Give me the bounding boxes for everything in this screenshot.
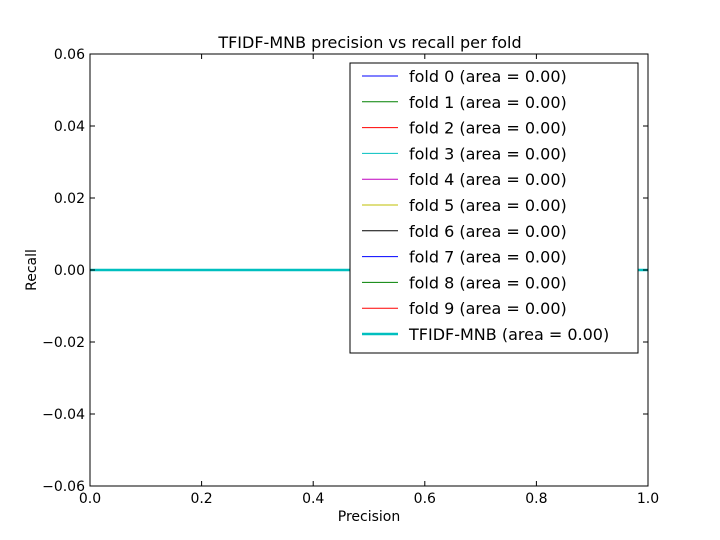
legend-label: fold 2 (area = 0.00) bbox=[409, 119, 567, 138]
legend-label: fold 1 (area = 0.00) bbox=[409, 93, 567, 112]
x-tick-label: 0.2 bbox=[190, 491, 212, 507]
x-tick-label: 0.8 bbox=[525, 491, 547, 507]
y-tick-label: 0.02 bbox=[54, 191, 85, 207]
y-tick-label: −0.04 bbox=[42, 407, 85, 423]
legend-label: fold 7 (area = 0.00) bbox=[409, 248, 567, 267]
legend: fold 0 (area = 0.00) fold 1 (area = 0.00)… bbox=[349, 62, 639, 354]
x-axis-label: Precision bbox=[338, 509, 400, 525]
y-tick-label: −0.02 bbox=[42, 335, 85, 351]
legend-label: fold 3 (area = 0.00) bbox=[409, 144, 567, 163]
legend-label: fold 9 (area = 0.00) bbox=[409, 299, 567, 318]
x-tick-label: 0.0 bbox=[79, 491, 101, 507]
y-axis: 0.06 0.04 0.02 0.00 −0.02 −0.04 −0.06 bbox=[42, 47, 648, 495]
y-tick-label: 0.00 bbox=[54, 263, 85, 279]
legend-label: fold 4 (area = 0.00) bbox=[409, 170, 567, 189]
x-tick-label: 0.4 bbox=[302, 491, 324, 507]
x-axis: 0.0 0.2 0.4 0.6 0.8 1.0 bbox=[79, 54, 659, 507]
legend-box bbox=[349, 62, 639, 354]
x-tick-label: 0.6 bbox=[414, 491, 436, 507]
chart-title: TFIDF-MNB precision vs recall per fold bbox=[217, 33, 521, 52]
legend-label: fold 5 (area = 0.00) bbox=[409, 196, 567, 215]
y-tick-label: 0.06 bbox=[54, 47, 85, 63]
legend-label: fold 6 (area = 0.00) bbox=[409, 222, 567, 241]
legend-label: TFIDF-MNB (area = 0.00) bbox=[408, 325, 609, 344]
legend-label: fold 0 (area = 0.00) bbox=[409, 67, 567, 86]
legend-label: fold 8 (area = 0.00) bbox=[409, 273, 567, 292]
x-tick-label: 1.0 bbox=[637, 491, 659, 507]
y-axis-label: Recall bbox=[24, 249, 40, 291]
y-tick-label: 0.04 bbox=[54, 119, 85, 135]
y-tick-label: −0.06 bbox=[42, 479, 85, 495]
